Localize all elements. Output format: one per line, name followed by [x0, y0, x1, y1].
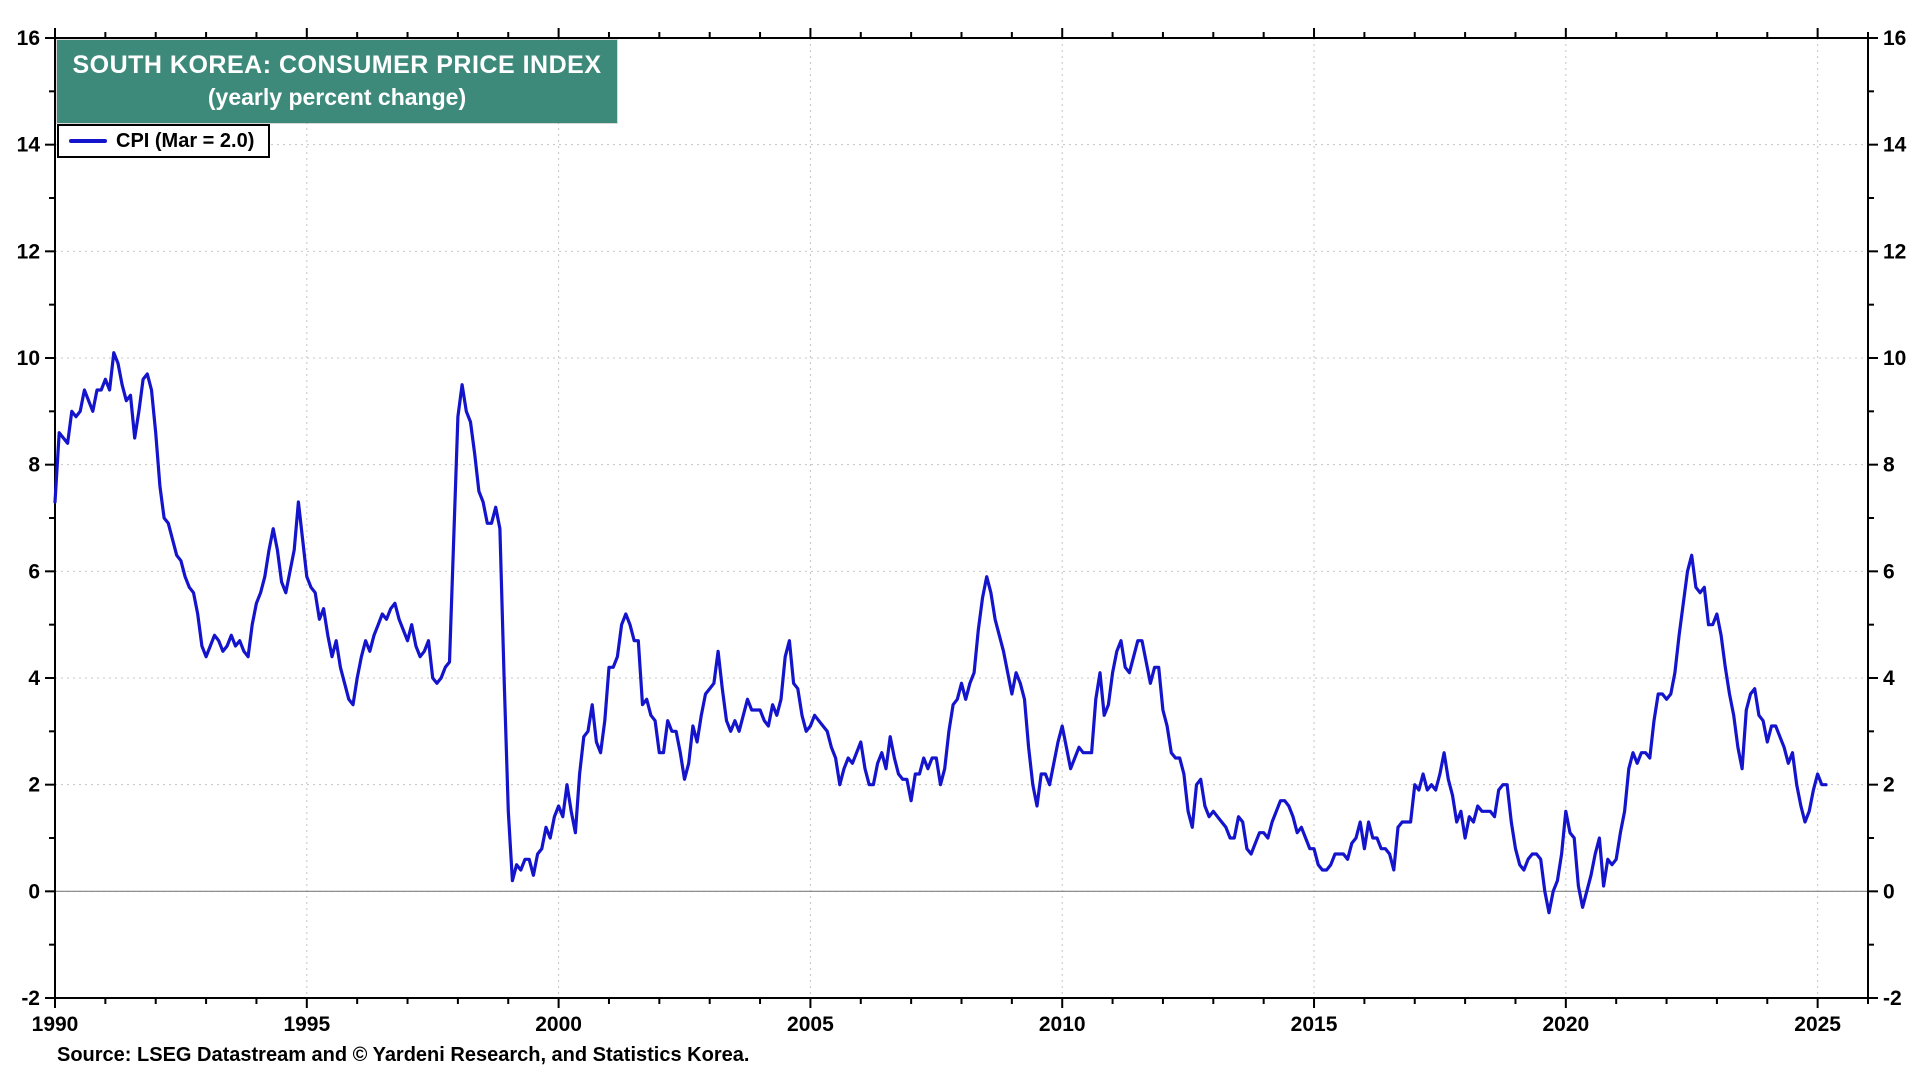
y-axis-label-right: 14: [1883, 134, 1907, 157]
y-axis-label-right: 10: [1883, 347, 1906, 370]
y-axis-label-right: 0: [1883, 880, 1895, 903]
y-axis-label-left: -2: [21, 987, 40, 1010]
y-axis-label-left: 0: [28, 880, 40, 903]
x-axis-label: 2015: [1291, 1013, 1338, 1036]
y-axis-label-left: 14: [17, 134, 41, 157]
x-axis-label: 1995: [283, 1013, 330, 1036]
y-axis-label-left: 16: [17, 27, 40, 50]
x-axis-label: 2010: [1039, 1013, 1086, 1036]
legend-label: CPI (Mar = 2.0): [116, 129, 255, 152]
y-axis-label-right: 4: [1883, 667, 1895, 690]
x-axis-label: 2000: [535, 1013, 582, 1036]
source-attribution: Source: LSEG Datastream and © Yardeni Re…: [57, 1044, 750, 1066]
cpi-series-line: [53, 351, 1828, 915]
y-axis-label-right: 2: [1883, 774, 1895, 797]
x-axis-label: 2005: [787, 1013, 834, 1036]
x-axis-label: 1990: [32, 1013, 79, 1036]
y-axis-label-right: 16: [1883, 27, 1906, 50]
y-axis-label-right: -2: [1883, 987, 1902, 1010]
legend-line-swatch: [69, 139, 107, 143]
chart-title-box: SOUTH KOREA: CONSUMER PRICE INDEX (yearl…: [57, 40, 617, 123]
y-axis-label-left: 8: [28, 454, 40, 477]
y-axis-label-right: 8: [1883, 454, 1895, 477]
legend: CPI (Mar = 2.0): [57, 124, 271, 158]
y-axis-label-left: 6: [28, 560, 40, 583]
y-axis-label-left: 4: [28, 667, 40, 690]
x-axis-label: 2025: [1794, 1013, 1841, 1036]
y-axis-label-right: 6: [1883, 560, 1895, 583]
x-axis-label: 2020: [1542, 1013, 1589, 1036]
chart-subtitle: (yearly percent change): [207, 83, 467, 110]
y-axis-label-left: 12: [17, 240, 40, 263]
y-axis-label-left: 2: [28, 774, 40, 797]
y-axis-label-left: 10: [17, 347, 40, 370]
y-axis-label-right: 12: [1883, 240, 1906, 263]
chart-title: SOUTH KOREA: CONSUMER PRICE INDEX: [72, 51, 602, 79]
